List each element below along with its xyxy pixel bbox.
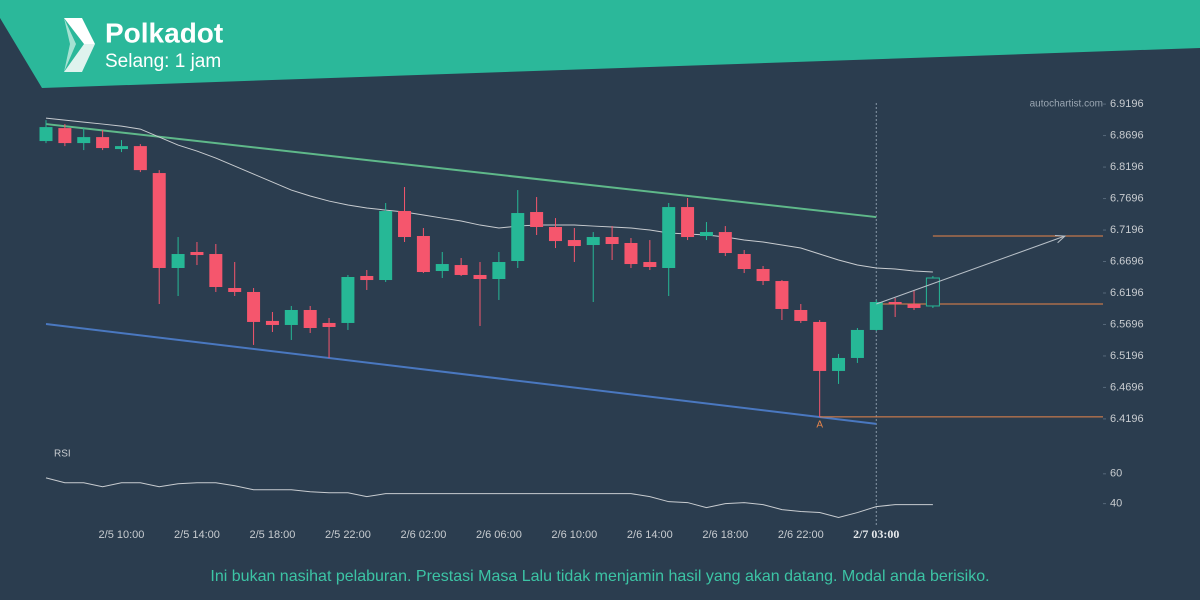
candle-body xyxy=(398,211,412,238)
candle-body xyxy=(171,254,185,268)
moving-average xyxy=(45,117,933,273)
support-line xyxy=(45,322,877,425)
candle-body xyxy=(341,277,355,323)
candle-body xyxy=(284,309,298,325)
x-tick-label: 2/6 14:00 xyxy=(627,529,673,541)
x-tick-label: 2/6 18:00 xyxy=(702,529,748,541)
y-tick-label: 6.8696 xyxy=(1110,129,1144,141)
candle-body xyxy=(416,236,430,273)
y-tick-label: 6.7696 xyxy=(1110,192,1144,204)
candle-body xyxy=(794,309,808,321)
x-tick-label: 2/6 10:00 xyxy=(551,529,597,541)
y-tick-label: 6.6196 xyxy=(1110,287,1144,299)
y-tick-label: 6.8196 xyxy=(1110,161,1144,173)
y-tick-label: 6.9196 xyxy=(1110,98,1144,110)
y-tick-label: 6.4696 xyxy=(1110,381,1144,393)
candle-body xyxy=(58,128,72,144)
logo xyxy=(64,18,95,72)
rsi-tick-label: 60 xyxy=(1110,468,1122,480)
candle-body xyxy=(699,232,713,237)
x-tick-label: 2/5 10:00 xyxy=(99,529,145,541)
x-tick-label: 2/7 03:00 xyxy=(853,527,899,541)
candle-body xyxy=(605,237,619,245)
y-tick-label: 6.6696 xyxy=(1110,255,1144,267)
x-tick-label: 2/5 18:00 xyxy=(250,529,296,541)
candle-body xyxy=(530,212,544,228)
disclaimer: Ini bukan nasihat pelaburan. Prestasi Ma… xyxy=(210,568,989,585)
rsi-tick-label: 40 xyxy=(1110,498,1122,510)
y-tick-label: 6.7196 xyxy=(1110,224,1144,236)
x-tick-label: 2/5 14:00 xyxy=(174,529,220,541)
x-tick-label: 2/6 06:00 xyxy=(476,529,522,541)
candle-body xyxy=(907,304,921,308)
candle-body xyxy=(681,207,695,238)
candle-body xyxy=(39,127,53,142)
candle-body xyxy=(96,137,110,149)
title: Polkadot xyxy=(105,17,223,48)
resistance-line xyxy=(45,123,877,219)
header-banner xyxy=(0,0,1200,88)
candle-body xyxy=(228,288,242,292)
rsi-line xyxy=(45,477,933,518)
candle-body xyxy=(832,357,846,371)
x-tick-label: 2/6 22:00 xyxy=(778,529,824,541)
candle-body xyxy=(77,137,91,144)
candle-body xyxy=(511,213,525,262)
candle-body xyxy=(303,309,317,328)
candle-body xyxy=(322,322,336,327)
y-tick-label: 6.4196 xyxy=(1110,413,1144,425)
candle-body xyxy=(718,232,732,254)
candle-body xyxy=(265,320,279,325)
candle-body xyxy=(473,274,487,280)
candle-body xyxy=(492,262,506,280)
candle-body xyxy=(379,211,393,281)
candle-body xyxy=(133,146,147,171)
rsi-label: RSI xyxy=(54,449,71,460)
candle-body xyxy=(586,237,600,246)
candle-body xyxy=(152,173,166,268)
forecast-arrow xyxy=(876,235,1066,305)
candle-body xyxy=(737,254,751,270)
point-label: A xyxy=(816,420,823,431)
candle-body xyxy=(624,243,638,265)
candle-body xyxy=(209,254,223,288)
candle-body xyxy=(435,264,449,272)
candle-body xyxy=(114,146,128,150)
candle-body xyxy=(756,269,770,282)
candle-body xyxy=(775,281,789,309)
y-tick-label: 6.5696 xyxy=(1110,318,1144,330)
x-tick-label: 2/5 22:00 xyxy=(325,529,371,541)
candle-body xyxy=(247,291,261,322)
candle-body xyxy=(548,227,562,242)
arrow-head xyxy=(1054,234,1067,244)
candle-body xyxy=(662,207,676,268)
candle-body xyxy=(869,301,883,330)
candle-body xyxy=(454,265,468,275)
candle-body xyxy=(850,329,864,358)
watermark: autochartist.com xyxy=(1030,99,1103,110)
subtitle: Selang: 1 jam xyxy=(105,51,221,72)
candle-body xyxy=(190,252,204,256)
candle-body xyxy=(888,301,902,305)
candle-body xyxy=(643,262,657,267)
y-tick-label: 6.5196 xyxy=(1110,350,1144,362)
candle-body xyxy=(813,321,827,371)
candle-body xyxy=(567,240,581,247)
x-tick-label: 2/6 02:00 xyxy=(400,529,446,541)
candle-body xyxy=(360,275,374,281)
